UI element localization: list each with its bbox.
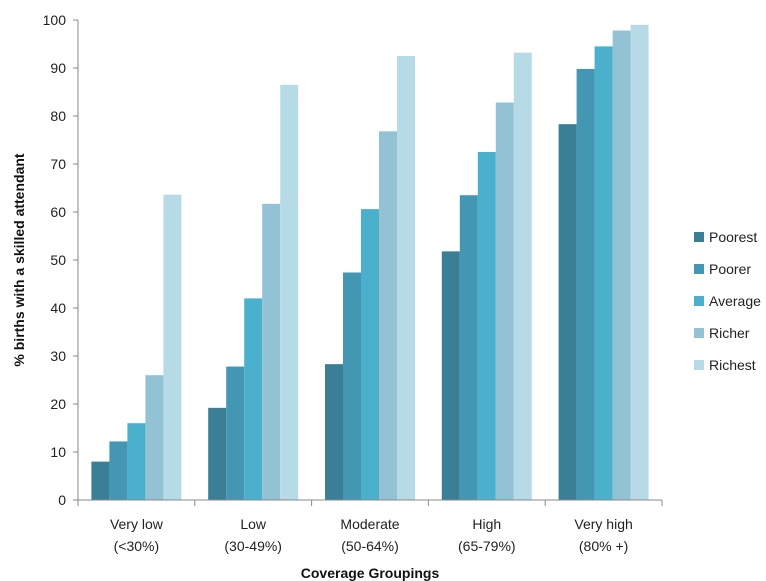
legend-swatch-average (694, 296, 704, 306)
y-tick-label: 90 (50, 60, 66, 76)
x-tick-label: (<30%) (114, 538, 160, 554)
y-tick-label: 10 (50, 444, 66, 460)
bar-richer-4 (495, 102, 514, 500)
legend-label-richer: Richer (709, 325, 750, 341)
y-tick-label: 30 (50, 348, 66, 364)
bar-richer-1 (145, 375, 164, 500)
y-tick-label: 20 (50, 396, 66, 412)
x-tick-label: (50-64%) (341, 538, 399, 554)
bar-poorest-4 (441, 251, 460, 500)
legend-swatch-richer (694, 328, 704, 338)
legend-label-poorer: Poorer (709, 261, 751, 277)
y-axis-title: % births with a skilled attendant (11, 153, 27, 366)
x-tick-label: (65-79%) (458, 538, 516, 554)
x-tick-label: (80% +) (579, 538, 628, 554)
x-axis-title: Coverage Groupings (301, 565, 440, 581)
y-tick-label: 60 (50, 204, 66, 220)
legend-swatch-poorest (694, 232, 704, 242)
axes-layer: 0 10 20 30 40 50 60 70 80 90 100 Very low (<30%) Low (… (43, 12, 663, 554)
bar-average-5 (594, 46, 613, 501)
bar-richer-3 (379, 131, 397, 501)
bar-richer-5 (612, 30, 631, 501)
legend-label-poorest: Poorest (709, 229, 757, 245)
bars-layer (91, 24, 649, 501)
y-tick-label: 70 (50, 156, 66, 172)
bar-richest-2 (280, 84, 299, 501)
bar-average-2 (244, 298, 263, 500)
bar-poorest-5 (558, 124, 577, 500)
y-tick-label: 0 (58, 492, 66, 508)
legend-swatch-poorer (694, 264, 704, 274)
x-tick-label: Very high (574, 516, 632, 532)
y-tick-label: 100 (43, 12, 67, 28)
bar-poorer-3 (343, 272, 361, 500)
bar-average-4 (477, 152, 496, 500)
bar-richest-4 (513, 52, 532, 500)
x-tick-label: (30-49%) (224, 538, 282, 554)
bar-average-3 (361, 209, 379, 500)
bar-poorest-3 (325, 364, 343, 500)
bar-richest-3 (397, 56, 415, 500)
y-tick-label: 80 (50, 108, 66, 124)
legend: Poorest Poorer Average Richer Richest (694, 229, 761, 373)
bar-richer-2 (262, 203, 281, 500)
bar-richest-1 (163, 194, 182, 500)
y-tick-label: 50 (50, 252, 66, 268)
bar-average-1 (127, 423, 146, 500)
bar-poorest-1 (91, 461, 110, 500)
legend-swatch-richest (694, 360, 704, 370)
bar-richest-5 (630, 24, 649, 501)
x-tick-label: Low (240, 516, 267, 532)
bar-poorer-2 (226, 366, 245, 500)
bar-poorer-5 (576, 68, 595, 501)
legend-label-average: Average (709, 293, 761, 309)
bar-poorest-2 (208, 407, 227, 500)
bar-poorer-4 (459, 195, 478, 500)
bar-poorer-1 (109, 441, 128, 500)
legend-label-richest: Richest (709, 357, 756, 373)
y-tick-label: 40 (50, 300, 66, 316)
x-tick-label: Very low (110, 516, 164, 532)
x-tick-label: Moderate (340, 516, 399, 532)
x-tick-label: High (472, 516, 501, 532)
